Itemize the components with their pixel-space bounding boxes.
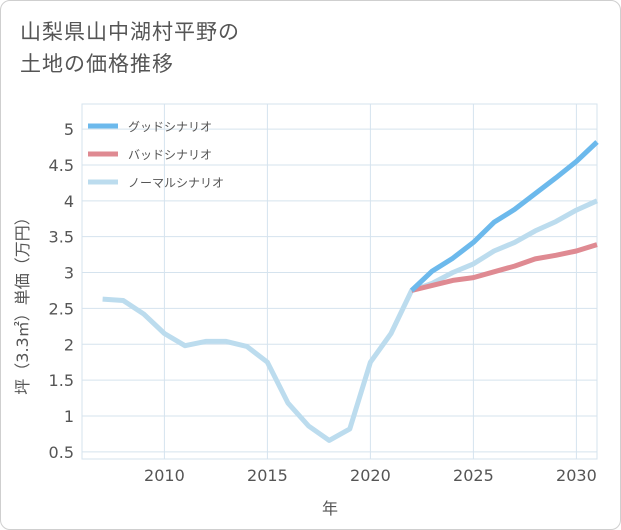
y-tick-label: 5 bbox=[64, 120, 74, 139]
chart-title-line-2: 土地の価格推移 bbox=[20, 52, 174, 76]
y-axis-ticks: 0.5 1 1.5 2 2.5 3 3.5 4 4.5 5 bbox=[49, 120, 74, 462]
series-line-0 bbox=[409, 140, 599, 293]
series-lines bbox=[102, 140, 599, 443]
y-tick-label: 3 bbox=[64, 264, 74, 283]
x-tick-label: 2015 bbox=[247, 466, 288, 485]
chart-title: 山梨県山中湖村平野の 土地の価格推移 bbox=[20, 16, 420, 80]
legend-label: バッドシナリオ bbox=[128, 148, 212, 162]
y-tick-label: 2 bbox=[64, 335, 74, 354]
series-line-2 bbox=[102, 198, 599, 443]
x-tick-label: 2020 bbox=[350, 466, 391, 485]
y-tick-label: 1.5 bbox=[49, 371, 74, 390]
y-tick-label: 1 bbox=[64, 407, 74, 426]
chart-title-line-1: 山梨県山中湖村平野の bbox=[20, 20, 240, 44]
x-axis-ticks: 2010 2015 2020 2025 2030 bbox=[144, 466, 597, 485]
y-tick-label: 2.5 bbox=[49, 299, 74, 318]
legend-label: グッドシナリオ bbox=[128, 120, 212, 134]
y-tick-label: 0.5 bbox=[49, 443, 74, 462]
x-tick-label: 2010 bbox=[144, 466, 185, 485]
y-tick-label: 4.5 bbox=[49, 156, 74, 175]
plot-frame bbox=[81, 103, 598, 460]
x-axis-label: 年 bbox=[322, 499, 338, 518]
y-axis-label: 坪（3.3㎡）単価（万円） bbox=[13, 209, 32, 394]
grid-lines bbox=[81, 103, 598, 460]
x-tick-label: 2030 bbox=[556, 466, 597, 485]
legend-label: ノーマルシナリオ bbox=[128, 176, 224, 190]
y-tick-label: 4 bbox=[64, 192, 74, 211]
x-tick-label: 2025 bbox=[453, 466, 494, 485]
y-tick-label: 3.5 bbox=[49, 228, 74, 247]
series-line-1 bbox=[410, 242, 598, 293]
